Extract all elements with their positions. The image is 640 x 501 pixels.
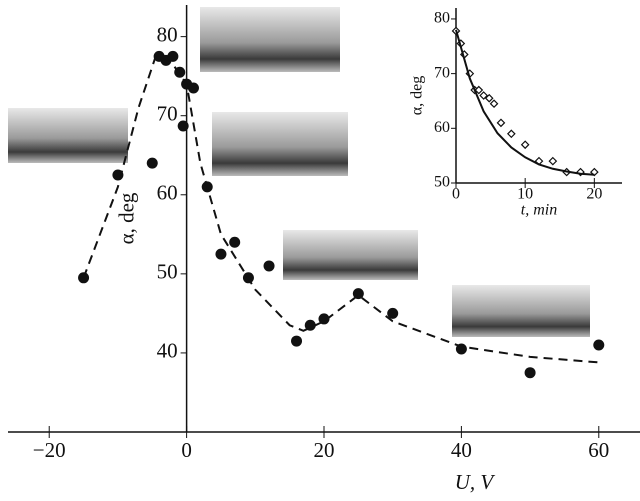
data-point <box>489 99 499 109</box>
x-tick-label: 60 <box>588 438 609 462</box>
data-point <box>263 260 275 272</box>
x-tick-label: 20 <box>586 186 602 203</box>
data-point <box>167 50 179 62</box>
data-point <box>387 307 399 319</box>
data-point <box>304 319 316 331</box>
x-tick-label: 20 <box>314 438 335 462</box>
main-chart: −20 0 20 40 60 40 50 60 70 80 U, V α, deg <box>8 5 640 494</box>
inset-chart: 0 10 20 50 60 70 80 t, min α, deg <box>409 8 622 219</box>
y-tick-label: 60 <box>157 181 178 205</box>
photo <box>283 230 418 280</box>
y-tick-label: 40 <box>157 339 178 363</box>
data-point <box>146 157 158 169</box>
data-point <box>474 85 484 95</box>
data-point <box>484 93 494 103</box>
data-point <box>479 91 489 100</box>
x-tick-label: 0 <box>452 186 460 203</box>
y-axis-label: α, deg <box>114 192 138 244</box>
x-axis-label: t, min <box>521 202 557 219</box>
y-tick-label: 60 <box>434 119 450 136</box>
photo <box>8 108 128 163</box>
photo <box>200 7 340 72</box>
x-axis-label: U, V <box>455 470 496 494</box>
data-point <box>229 236 241 248</box>
fit-line <box>455 29 595 176</box>
x-tick-label: 10 <box>517 186 533 203</box>
y-tick-label: 80 <box>157 22 178 46</box>
data-point <box>187 82 199 94</box>
y-tick-label: 70 <box>434 64 450 81</box>
y-tick-label: 70 <box>157 102 178 126</box>
fit-line <box>82 55 599 364</box>
data-point <box>291 335 303 347</box>
data-point <box>524 367 536 379</box>
photo <box>212 112 348 176</box>
data-point <box>215 248 227 260</box>
x-tick-label: −20 <box>33 438 66 462</box>
data-point <box>318 313 330 325</box>
data-point <box>520 140 530 150</box>
data-point <box>496 118 506 128</box>
x-tick-label: 0 <box>181 438 192 462</box>
photos <box>8 7 590 337</box>
photo <box>452 285 590 337</box>
y-tick-label: 50 <box>157 260 178 284</box>
y-tick-label: 80 <box>434 10 450 27</box>
y-axis-label: α, deg <box>409 76 426 115</box>
data-point <box>548 156 558 166</box>
x-tick-label: 40 <box>451 438 472 462</box>
data-point <box>177 120 189 132</box>
y-tick-label: 50 <box>434 174 450 191</box>
data-point <box>593 339 605 351</box>
data-point <box>506 129 516 139</box>
